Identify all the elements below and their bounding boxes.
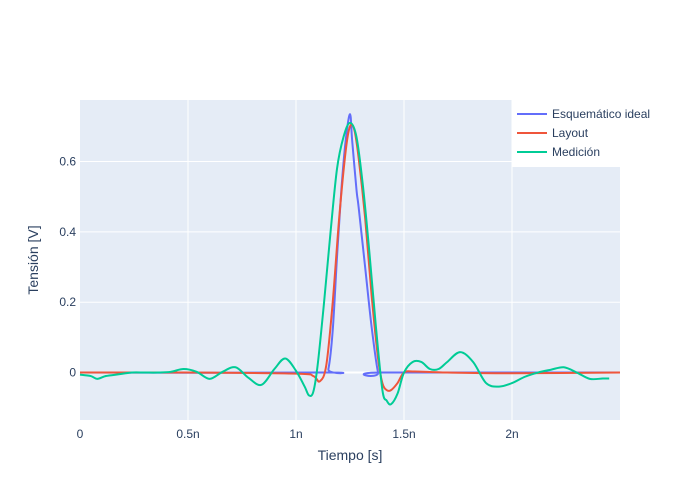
legend-item[interactable]: Medición xyxy=(517,145,600,159)
legend-label: Layout xyxy=(552,126,589,140)
legend-item[interactable]: Esquemático ideal xyxy=(517,107,650,121)
series-line-1 xyxy=(79,123,621,392)
legend: Esquemático ideal Layout Medición xyxy=(512,100,650,167)
y-tick-label: 0.4 xyxy=(59,225,76,239)
y-tick-label: 0.6 xyxy=(59,155,76,169)
y-tick-label: 0 xyxy=(69,366,76,380)
tick-label-layer: 0 0.5n 1n 1.5n 2n 0 0.2 0.4 0.6 xyxy=(59,155,518,441)
legend-label: Medición xyxy=(552,145,600,159)
x-tick-label: 0.5n xyxy=(176,427,199,441)
series-line-2 xyxy=(79,121,610,406)
y-axis-title: Tensión [V] xyxy=(25,225,41,294)
x-tick-label: 0 xyxy=(77,427,84,441)
series-layer xyxy=(79,113,621,406)
series-line-0 xyxy=(79,113,620,377)
x-tick-label: 1n xyxy=(289,427,302,441)
x-tick-label: 2n xyxy=(505,427,518,441)
x-tick-label: 1.5n xyxy=(392,427,415,441)
x-axis-title: Tiempo [s] xyxy=(318,447,383,463)
legend-label: Esquemático ideal xyxy=(552,107,650,121)
legend-item[interactable]: Layout xyxy=(517,126,589,140)
y-tick-label: 0.2 xyxy=(59,295,76,309)
